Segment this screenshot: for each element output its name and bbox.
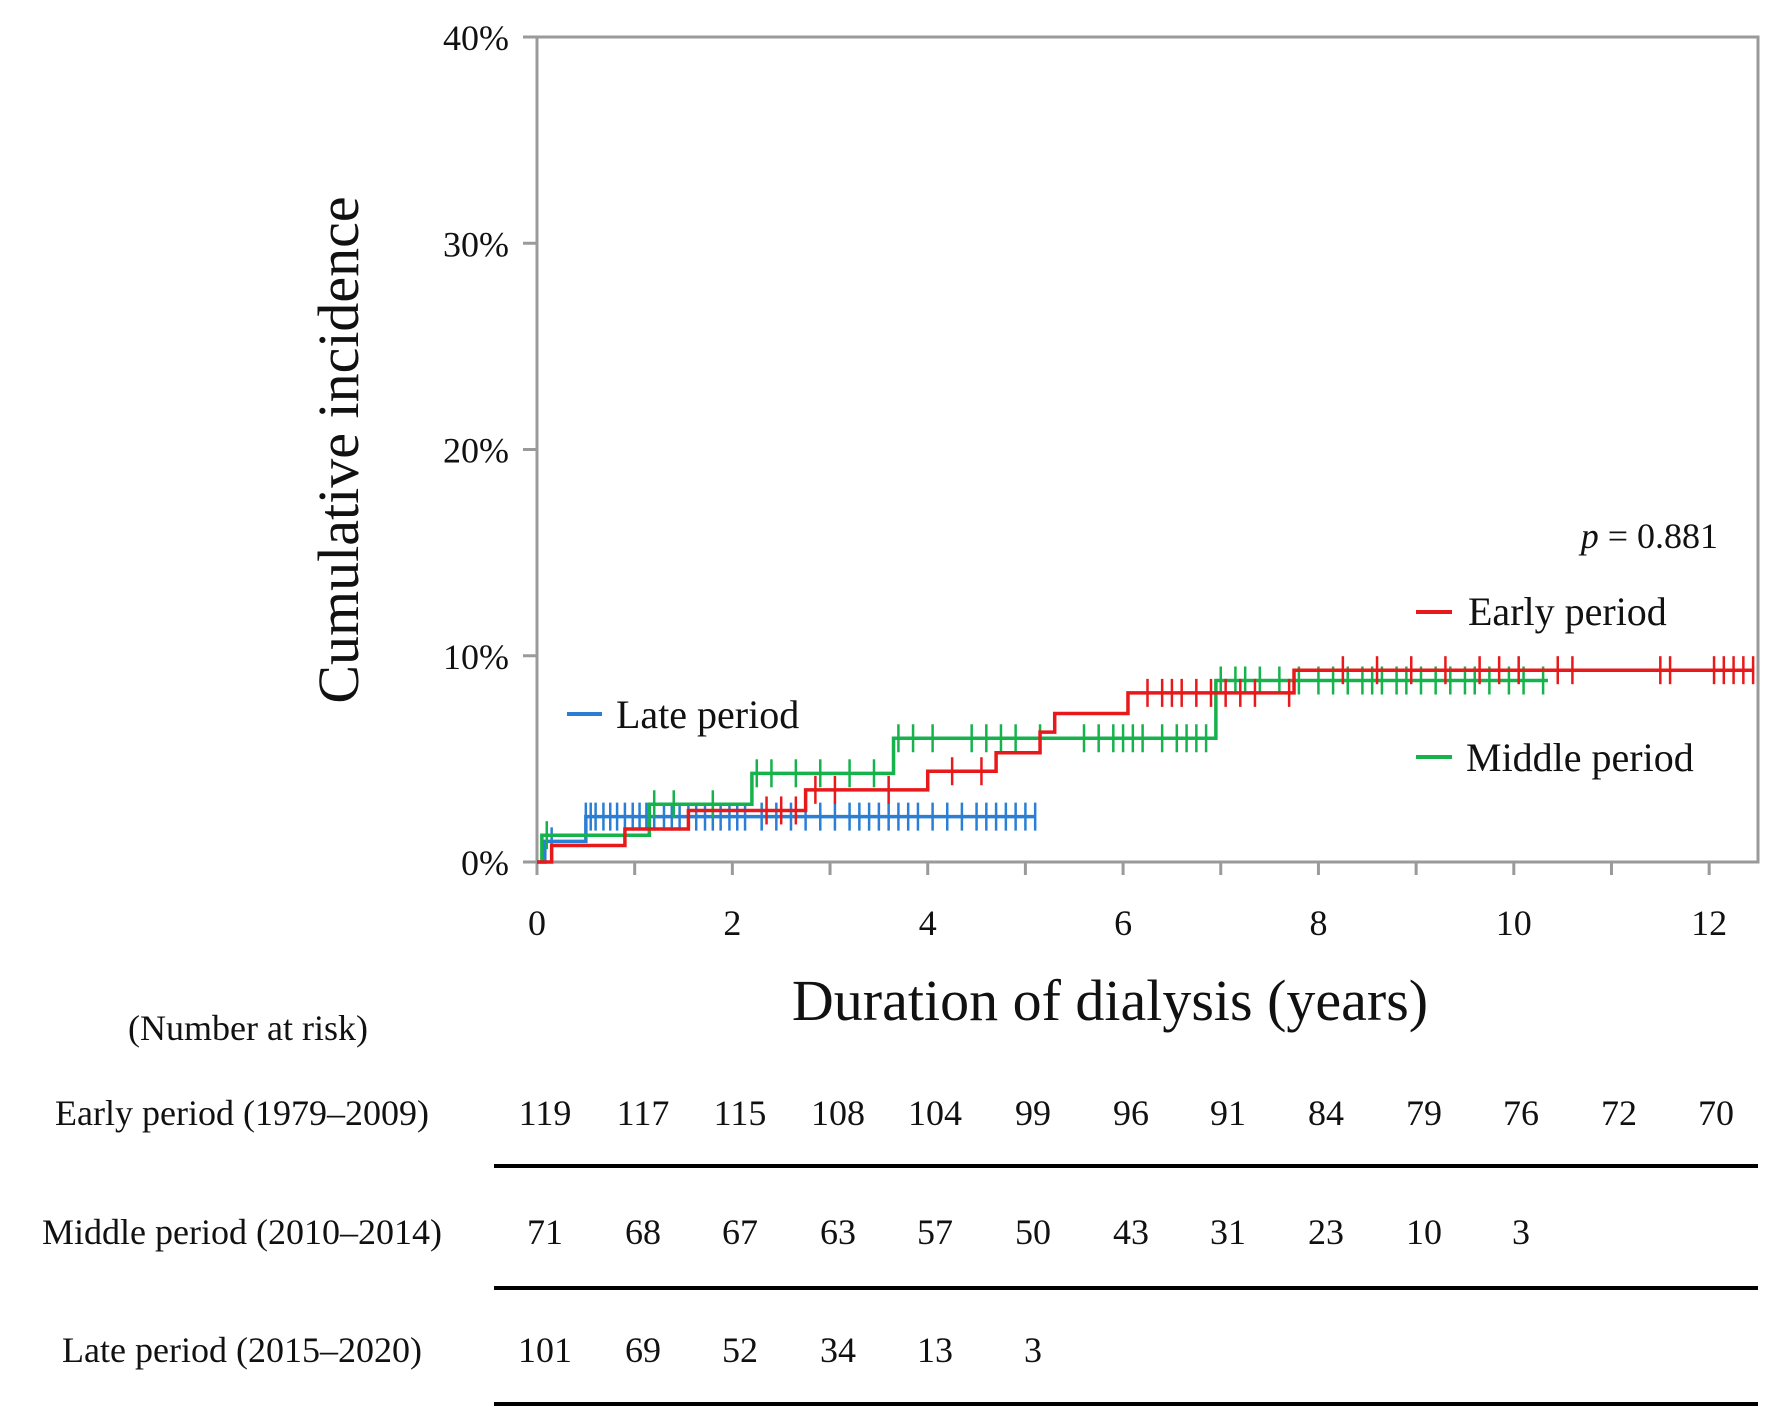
risk-value-early: 96 — [1113, 1093, 1149, 1133]
legend-early: Early period — [1416, 589, 1667, 634]
x-tick-label: 10 — [1496, 903, 1532, 943]
risk-table-values: 119 117 115 108 104 99 96 91 84 79 76 72 70 71 68 67 63 5… — [518, 1093, 1734, 1370]
legend-middle: Middle period — [1416, 735, 1694, 780]
risk-value-middle: 3 — [1512, 1212, 1530, 1252]
x-tick-label: 6 — [1114, 903, 1132, 943]
x-tick-label: 12 — [1691, 903, 1727, 943]
risk-value-middle: 50 — [1015, 1212, 1051, 1252]
risk-value-early: 76 — [1503, 1093, 1539, 1133]
risk-value-late: 13 — [917, 1330, 953, 1370]
risk-value-early: 115 — [714, 1093, 767, 1133]
y-axis-label: Cumulative incidence — [306, 196, 371, 703]
risk-row-middle-label: Middle period (2010–2014) — [42, 1212, 442, 1252]
p-label: p — [1578, 516, 1599, 556]
y-tick-label: 10% — [443, 637, 509, 677]
x-tick-label: 4 — [919, 903, 937, 943]
risk-value-middle: 68 — [625, 1212, 661, 1252]
y-tick-label: 30% — [443, 224, 509, 264]
x-tick-label: 8 — [1309, 903, 1327, 943]
x-tick-label: 2 — [723, 903, 741, 943]
risk-value-early: 108 — [811, 1093, 865, 1133]
risk-value-middle: 10 — [1406, 1212, 1442, 1252]
series-late-line — [537, 814, 1036, 864]
series-layer — [537, 656, 1755, 864]
risk-value-late: 101 — [518, 1330, 572, 1370]
risk-value-early: 104 — [908, 1093, 962, 1133]
legend-late: Late period — [567, 692, 799, 737]
risk-value-late: 34 — [820, 1330, 856, 1370]
risk-value-late: 52 — [722, 1330, 758, 1370]
risk-value-early: 84 — [1308, 1093, 1344, 1133]
p-value-annotation: p = 0.881 — [1578, 516, 1718, 556]
x-tick-label: 0 — [528, 903, 546, 943]
risk-value-middle: 31 — [1210, 1212, 1246, 1252]
risk-value-middle: 67 — [722, 1212, 758, 1252]
risk-value-early: 117 — [617, 1093, 670, 1133]
legend-late-label: Late period — [616, 692, 799, 737]
y-tick-label: 40% — [443, 18, 509, 58]
series-middle-line — [540, 678, 1548, 862]
risk-value-early: 119 — [519, 1093, 572, 1133]
risk-table-heading: (Number at risk) — [128, 1008, 368, 1048]
risk-value-early: 99 — [1015, 1093, 1051, 1133]
x-axis-label: Duration of dialysis (years) — [792, 968, 1428, 1033]
series-early-line — [537, 668, 1754, 864]
x-axis: 0 2 4 6 8 10 12 — [528, 862, 1727, 943]
legend-early-label: Early period — [1468, 589, 1667, 634]
risk-value-middle: 43 — [1113, 1212, 1149, 1252]
risk-value-middle: 23 — [1308, 1212, 1344, 1252]
risk-value-middle: 57 — [917, 1212, 953, 1252]
risk-value-middle: 63 — [820, 1212, 856, 1252]
risk-value-late: 3 — [1024, 1330, 1042, 1370]
risk-value-early: 72 — [1601, 1093, 1637, 1133]
risk-value-middle: 71 — [527, 1212, 563, 1252]
risk-value-early: 70 — [1698, 1093, 1734, 1133]
p-value: = 0.881 — [1599, 516, 1718, 556]
risk-row-late-label: Late period (2015–2020) — [62, 1330, 422, 1370]
y-axis: 0% 10% 20% 30% 40% — [443, 18, 537, 883]
risk-value-late: 69 — [625, 1330, 661, 1370]
risk-value-early: 79 — [1406, 1093, 1442, 1133]
risk-row-early-label: Early period (1979–2009) — [55, 1093, 429, 1133]
y-tick-label: 20% — [443, 431, 509, 471]
risk-value-early: 91 — [1210, 1093, 1246, 1133]
legend-middle-label: Middle period — [1466, 735, 1694, 780]
y-tick-label: 0% — [461, 843, 509, 883]
series-early — [537, 656, 1755, 864]
